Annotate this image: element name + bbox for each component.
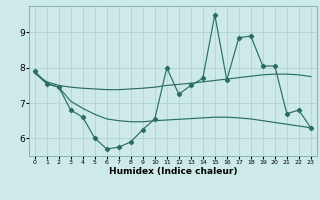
X-axis label: Humidex (Indice chaleur): Humidex (Indice chaleur) — [108, 167, 237, 176]
